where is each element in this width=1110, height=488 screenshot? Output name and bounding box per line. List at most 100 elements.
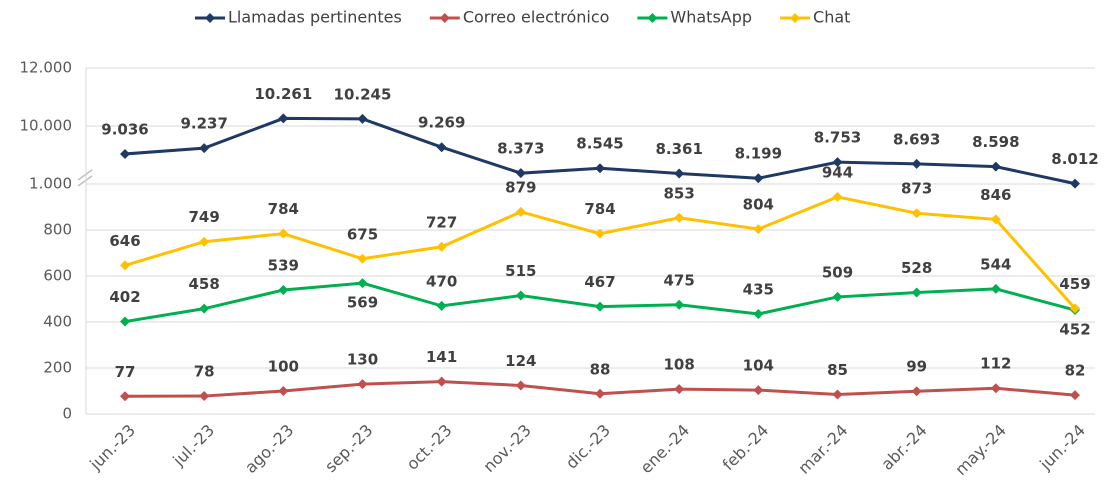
x-tick-label: oct.-23 bbox=[403, 421, 456, 474]
data-label: 112 bbox=[980, 355, 1011, 373]
data-label: 646 bbox=[109, 232, 140, 250]
data-label: 77 bbox=[115, 363, 136, 381]
data-label: 8.598 bbox=[972, 133, 1019, 151]
x-tick-label: jun.-24 bbox=[1035, 421, 1089, 475]
x-tick-label: sep.-23 bbox=[321, 421, 377, 477]
data-point bbox=[357, 253, 368, 264]
data-point bbox=[515, 168, 526, 179]
data-label: 458 bbox=[189, 275, 220, 293]
data-label: 9.036 bbox=[101, 120, 148, 138]
data-label: 539 bbox=[268, 257, 299, 275]
legend-label: Correo electrónico bbox=[463, 8, 610, 27]
data-point bbox=[911, 158, 922, 169]
data-point bbox=[753, 173, 764, 184]
data-point bbox=[674, 168, 685, 179]
data-label: 8.693 bbox=[893, 130, 940, 148]
data-point bbox=[674, 299, 685, 310]
data-point bbox=[990, 283, 1001, 294]
data-label: 804 bbox=[743, 196, 774, 214]
y-tick-label: 800 bbox=[43, 221, 72, 239]
legend-marker bbox=[647, 13, 658, 23]
x-tick-label: jun.-23 bbox=[85, 421, 139, 475]
data-label: 467 bbox=[584, 273, 615, 291]
data-point bbox=[278, 285, 289, 296]
data-point bbox=[278, 228, 289, 239]
legend-marker bbox=[790, 13, 801, 23]
data-point bbox=[595, 301, 605, 312]
data-label: 124 bbox=[505, 352, 536, 370]
x-tick-label: dic.-23 bbox=[562, 421, 614, 473]
data-label: 879 bbox=[505, 178, 536, 196]
legend-marker bbox=[439, 13, 450, 23]
legend-label: Llamadas pertinentes bbox=[228, 8, 402, 27]
data-point bbox=[753, 308, 764, 319]
data-label: 944 bbox=[822, 163, 853, 181]
data-label: 8.373 bbox=[497, 140, 544, 158]
data-point bbox=[120, 316, 130, 327]
y-tick-label: 12.000 bbox=[20, 59, 73, 77]
x-tick-label: nov.-23 bbox=[479, 421, 534, 476]
data-label: 99 bbox=[906, 358, 927, 376]
data-label: 528 bbox=[901, 259, 932, 277]
data-label: 108 bbox=[664, 356, 695, 374]
data-point bbox=[674, 212, 685, 223]
data-label: 749 bbox=[189, 208, 220, 226]
data-point bbox=[595, 228, 605, 239]
data-point bbox=[436, 376, 447, 387]
data-point bbox=[674, 384, 685, 395]
x-tick-label: ago.-23 bbox=[241, 421, 297, 477]
data-label: 515 bbox=[505, 262, 536, 280]
data-point bbox=[357, 113, 368, 124]
data-point bbox=[199, 303, 210, 314]
data-point bbox=[357, 379, 368, 390]
data-label: 727 bbox=[426, 213, 457, 231]
y-tick-label: 600 bbox=[43, 267, 72, 285]
data-point bbox=[357, 278, 368, 289]
data-label: 846 bbox=[980, 186, 1011, 204]
data-point bbox=[990, 383, 1001, 394]
data-label: 470 bbox=[426, 272, 457, 290]
x-tick-label: abr.-24 bbox=[877, 421, 930, 474]
data-point bbox=[120, 260, 130, 271]
x-tick-label: feb.-24 bbox=[719, 421, 773, 475]
y-tick-label: 400 bbox=[43, 313, 72, 331]
data-label: 130 bbox=[347, 351, 378, 369]
data-label: 569 bbox=[347, 294, 378, 312]
y-tick-label: 0 bbox=[62, 405, 72, 423]
data-point bbox=[436, 241, 447, 252]
data-label: 459 bbox=[1059, 275, 1090, 293]
data-point bbox=[1070, 303, 1080, 314]
data-label: 100 bbox=[268, 358, 299, 376]
break-mark bbox=[77, 175, 93, 187]
data-label: 8.753 bbox=[814, 129, 861, 147]
data-point bbox=[1070, 178, 1080, 189]
data-label: 853 bbox=[664, 184, 695, 202]
x-tick-label: ene.-24 bbox=[637, 421, 694, 478]
data-label: 8.012 bbox=[1051, 150, 1098, 168]
y-tick-label: 1.000 bbox=[29, 175, 72, 193]
data-point bbox=[278, 113, 289, 124]
data-point bbox=[990, 214, 1001, 225]
data-label: 475 bbox=[664, 271, 695, 289]
data-label: 85 bbox=[827, 361, 848, 379]
legend-label: WhatsApp bbox=[670, 8, 752, 27]
data-point bbox=[120, 148, 130, 159]
data-label: 8.199 bbox=[735, 145, 782, 163]
data-label: 141 bbox=[426, 348, 457, 366]
data-point bbox=[832, 157, 843, 168]
data-point bbox=[278, 386, 289, 396]
data-point bbox=[753, 224, 764, 235]
x-tick-label: jul.-23 bbox=[169, 421, 219, 471]
data-label: 544 bbox=[980, 255, 1011, 273]
data-label: 402 bbox=[109, 288, 140, 306]
data-point bbox=[911, 287, 922, 298]
data-point bbox=[595, 163, 605, 174]
data-point bbox=[515, 290, 526, 301]
data-point bbox=[515, 380, 526, 391]
data-label: 104 bbox=[743, 357, 774, 375]
data-label: 10.245 bbox=[334, 85, 392, 103]
data-point bbox=[911, 386, 922, 397]
data-point bbox=[120, 391, 130, 402]
data-point bbox=[990, 161, 1001, 172]
y-tick-label: 200 bbox=[43, 359, 72, 377]
